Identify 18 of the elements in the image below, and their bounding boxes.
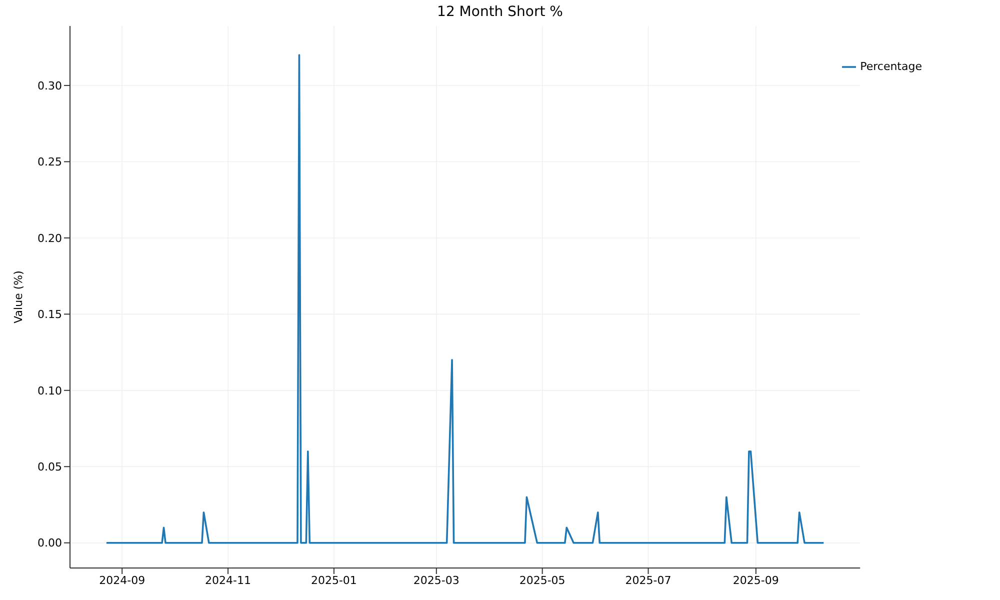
y-tick-label: 0.20 xyxy=(38,232,62,245)
x-tick-label: 2025-03 xyxy=(413,574,460,587)
y-tick-label: 0.10 xyxy=(38,384,62,398)
x-tick-label: 2025-01 xyxy=(310,574,357,587)
x-tick-label: 2024-09 xyxy=(99,574,146,587)
line-series xyxy=(106,54,825,544)
x-tick-label: 2025-09 xyxy=(732,574,779,587)
y-tick-label: 0.15 xyxy=(38,308,62,322)
x-tick-label: 2024-11 xyxy=(205,574,252,587)
y-tick-label: 0.05 xyxy=(38,460,62,474)
y-tick-label: 0.00 xyxy=(38,536,62,550)
legend-label: Percentage xyxy=(860,60,922,74)
x-tick-label: 2025-05 xyxy=(519,574,566,587)
y-axis-title: Value (%) xyxy=(12,270,25,324)
y-tick-label: 0.25 xyxy=(38,156,62,169)
chart-title: 12 Month Short % xyxy=(436,4,564,22)
x-tick-label: 2025-07 xyxy=(625,574,672,587)
y-tick-label: 0.30 xyxy=(38,79,62,92)
